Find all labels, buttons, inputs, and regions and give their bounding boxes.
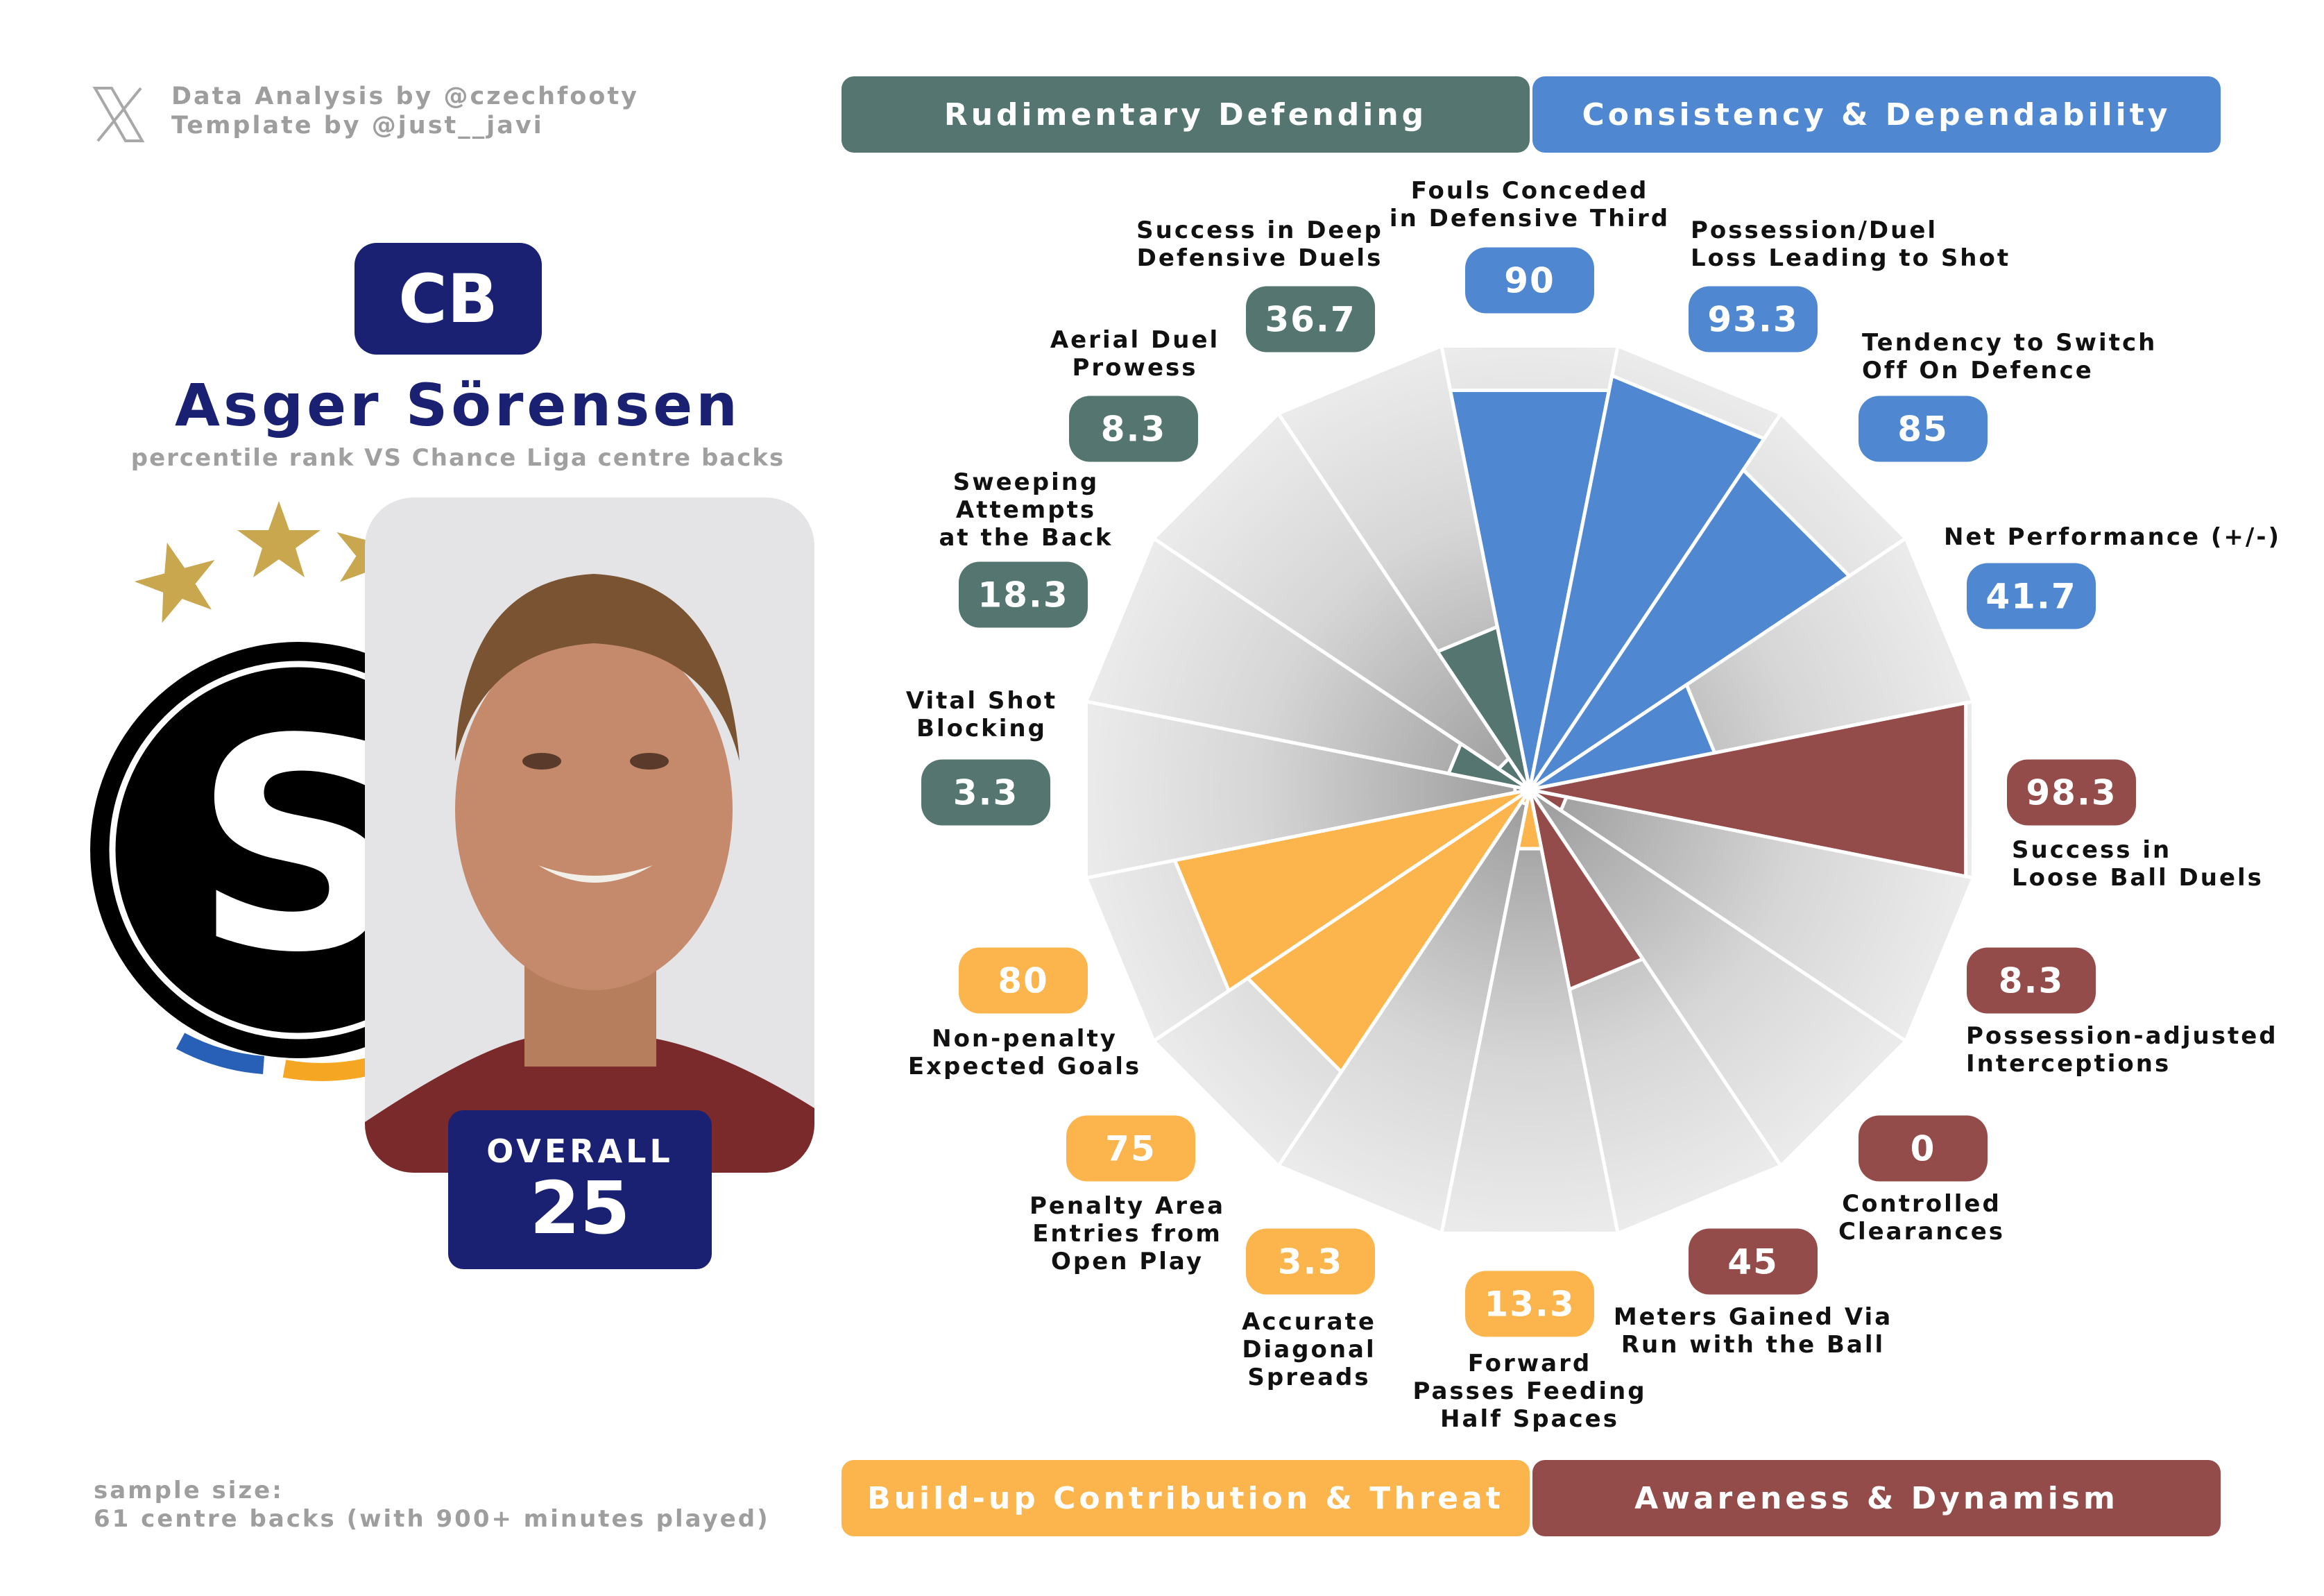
metric-label: Penalty Area Entries from Open Play	[1029, 1192, 1226, 1275]
value-badge: 45	[1689, 1228, 1818, 1295]
value-badge: 8.3	[1069, 396, 1198, 462]
value-badge: 90	[1465, 247, 1594, 314]
x-logo-icon	[92, 87, 145, 142]
metric-label: Success in Loose Ball Duels	[2012, 836, 2264, 892]
metric-label: Tendency to Switch Off On Defence	[1862, 329, 2158, 384]
value-badge: 41.7	[1967, 563, 2096, 629]
metric-label: Vital Shot Blocking	[905, 687, 1058, 742]
metric-label: Success in Deep Defensive Duels	[1136, 217, 1383, 272]
metric-label: Forward Passes Feeding Half Spaces	[1412, 1350, 1647, 1433]
overall-value: 25	[529, 1166, 631, 1250]
value-badge: 93.3	[1689, 286, 1818, 353]
credit-analysis: Data Analysis by @czechfooty	[171, 83, 639, 110]
value-badge: 3.3	[921, 759, 1050, 826]
sample-size: sample size: 61 centre backs (with 900+ …	[94, 1477, 770, 1534]
metric-label: Sweeping Attempts at the Back	[939, 468, 1113, 552]
category-header-awareness: Awareness & Dynamism	[1532, 1460, 2221, 1536]
subtitle: percentile rank VS Chance Liga centre ba…	[130, 444, 785, 472]
value-badge: 85	[1859, 396, 1988, 462]
metric-label: Non-penalty Expected Goals	[907, 1025, 1142, 1080]
category-header-defending: Rudimentary Defending	[841, 76, 1530, 153]
sample-size-label: sample size:	[94, 1477, 284, 1504]
value-badge: 18.3	[959, 561, 1088, 628]
sample-size-value: 61 centre backs (with 900+ minutes playe…	[94, 1505, 770, 1533]
slice-value	[1435, 624, 1532, 791]
overall-label: OVERALL	[486, 1132, 674, 1170]
category-header-buildup: Build-up Contribution & Threat	[841, 1460, 1530, 1536]
position-badge: CB	[354, 243, 542, 355]
player-photo	[365, 498, 814, 1173]
credits: Data Analysis by @czechfooty Template by…	[171, 82, 639, 140]
metric-label: Net Performance (+/-)	[1944, 523, 2281, 551]
value-badge: 98.3	[2007, 759, 2136, 826]
value-badge: 8.3	[1967, 947, 2096, 1014]
metric-label: Meters Gained Via Run with the Ball	[1613, 1303, 1893, 1359]
value-badge: 36.7	[1246, 286, 1375, 353]
value-badge: 75	[1066, 1115, 1195, 1182]
category-header-consistency: Consistency & Dependability	[1532, 76, 2221, 153]
value-badge: 3.3	[1246, 1228, 1375, 1295]
metric-label: Aerial Duel Prowess	[1050, 326, 1220, 382]
credit-template: Template by @just__javi	[171, 112, 544, 139]
metric-label: Possession/Duel Loss Leading to Shot	[1691, 217, 2011, 272]
player-name: Asger Sörensen	[175, 371, 741, 439]
value-badge: 13.3	[1465, 1271, 1594, 1337]
metric-label: Controlled Clearances	[1838, 1190, 2005, 1246]
metric-label: Possession-adjusted Interceptions	[1966, 1022, 2278, 1078]
value-badge: 0	[1859, 1115, 1988, 1182]
overall-score: OVERALL 25	[448, 1110, 712, 1269]
value-badge: 80	[959, 947, 1088, 1014]
metric-label: Accurate Diagonal Spreads	[1242, 1308, 1376, 1391]
metric-label: Fouls Conceded in Defensive Third	[1389, 177, 1671, 232]
